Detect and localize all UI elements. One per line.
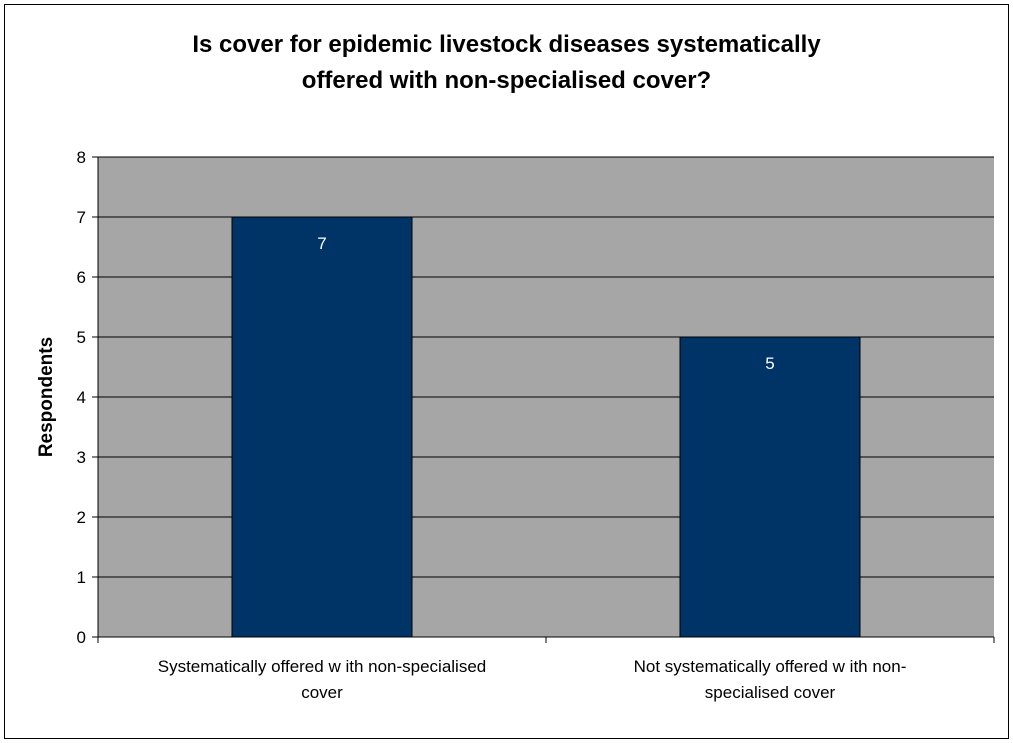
bar [231,216,413,638]
x-category-label-line: Systematically offered w ith non-special… [157,657,487,676]
x-category-label: Systematically offered w ith non-special… [92,654,552,706]
y-tick-label: 4 [77,388,86,407]
y-axis-title: Respondents [36,337,57,457]
y-tick-label: 0 [77,628,86,647]
bar [679,336,861,638]
y-tick-label: 5 [77,328,86,347]
bars [231,216,861,638]
y-tick-label: 7 [77,208,86,227]
x-category-label: Not systematically offered w ith non-spe… [540,654,1000,706]
bar-value-label: 7 [317,234,326,253]
chart-title-line-1: Is cover for epidemic livestock diseases… [192,31,821,58]
data-labels: 75 [317,234,774,373]
x-category-label-line: cover [301,683,343,702]
bar-value-label: 5 [765,354,774,373]
x-category-label-line: specialised cover [704,683,836,702]
y-tick-label: 3 [77,448,86,467]
x-category-label-line: Not systematically offered w ith non- [633,657,907,676]
x-axis-ticks [97,637,995,643]
y-tick-label: 2 [77,508,86,527]
y-tick-label: 1 [77,568,86,587]
y-tick-label: 8 [77,148,86,167]
chart-title-line-2: offered with non-specialised cover? [301,67,712,94]
y-tick-label: 6 [77,268,86,287]
chart-title: Is cover for epidemic livestock diseases… [0,27,1013,99]
y-axis-ticks: 0 1 2 3 4 5 6 7 8 [77,148,98,647]
